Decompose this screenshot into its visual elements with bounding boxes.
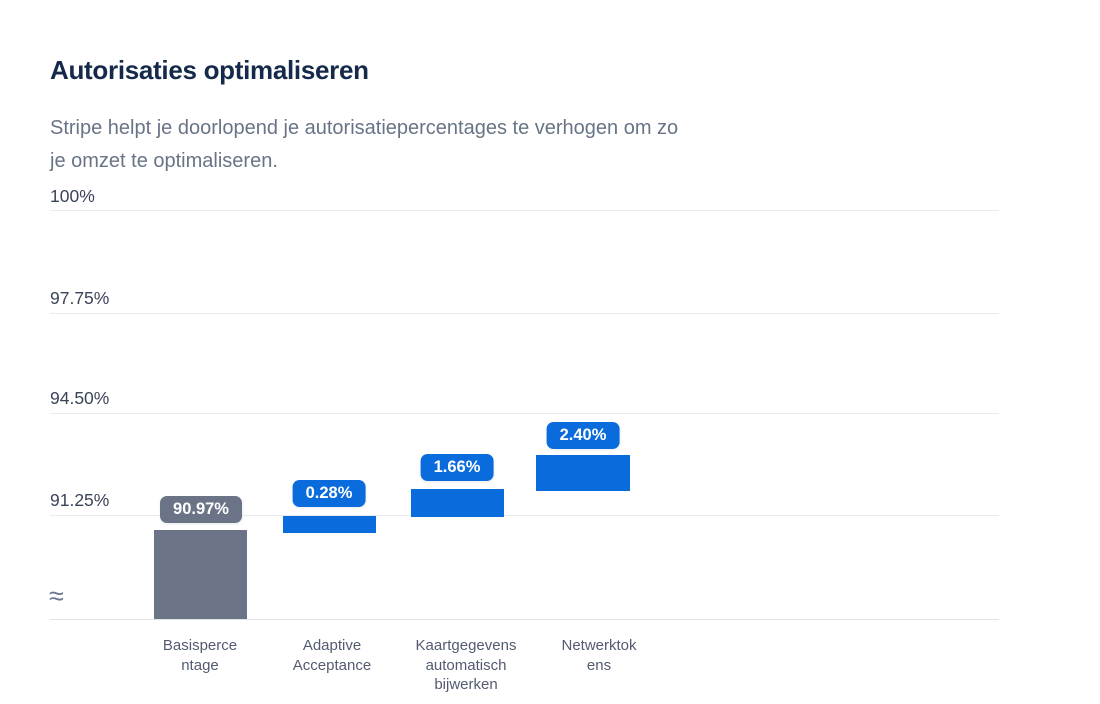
bar-kaartgegevens — [411, 489, 504, 517]
x-axis-label-basispercentage: Basisperce ntage — [162, 637, 238, 674]
y-axis-tick-label: 91.25% — [50, 490, 110, 510]
x-axis-label-adaptive-acceptance: Adaptive Acceptance — [292, 637, 372, 674]
x-axis-line — [50, 619, 999, 620]
x-axis-label-kaartgegevens: Kaartgegevens automatisch bijwerken — [415, 637, 517, 693]
page-title: Autorisaties optimaliseren — [50, 55, 369, 85]
y-axis-tick-label: 94.50% — [50, 388, 110, 408]
value-badge-netwerktokens: 2.40% — [546, 422, 620, 449]
gridline-91-25 — [50, 515, 999, 516]
y-axis-tick-label: 100% — [50, 186, 95, 206]
x-axis-label-netwerktokens: Netwerktok ens — [561, 637, 637, 674]
value-badge-kaartgegevens: 1.66% — [420, 454, 494, 481]
gridline-100 — [50, 210, 999, 211]
gridline-97-75 — [50, 313, 999, 314]
value-badge-adaptive-acceptance: 0.28% — [292, 480, 366, 507]
gridline-94-50 — [50, 413, 999, 414]
bar-basispercentage — [154, 530, 247, 619]
value-badge-basispercentage: 90.97% — [160, 496, 242, 523]
bar-adaptive-acceptance — [283, 516, 376, 533]
y-axis-tick-label: 97.75% — [50, 288, 110, 308]
bar-netwerktokens — [536, 455, 630, 491]
axis-break-icon: ≈ — [49, 581, 64, 611]
page-subtitle: Stripe helpt je doorlopend je autorisati… — [50, 117, 679, 172]
